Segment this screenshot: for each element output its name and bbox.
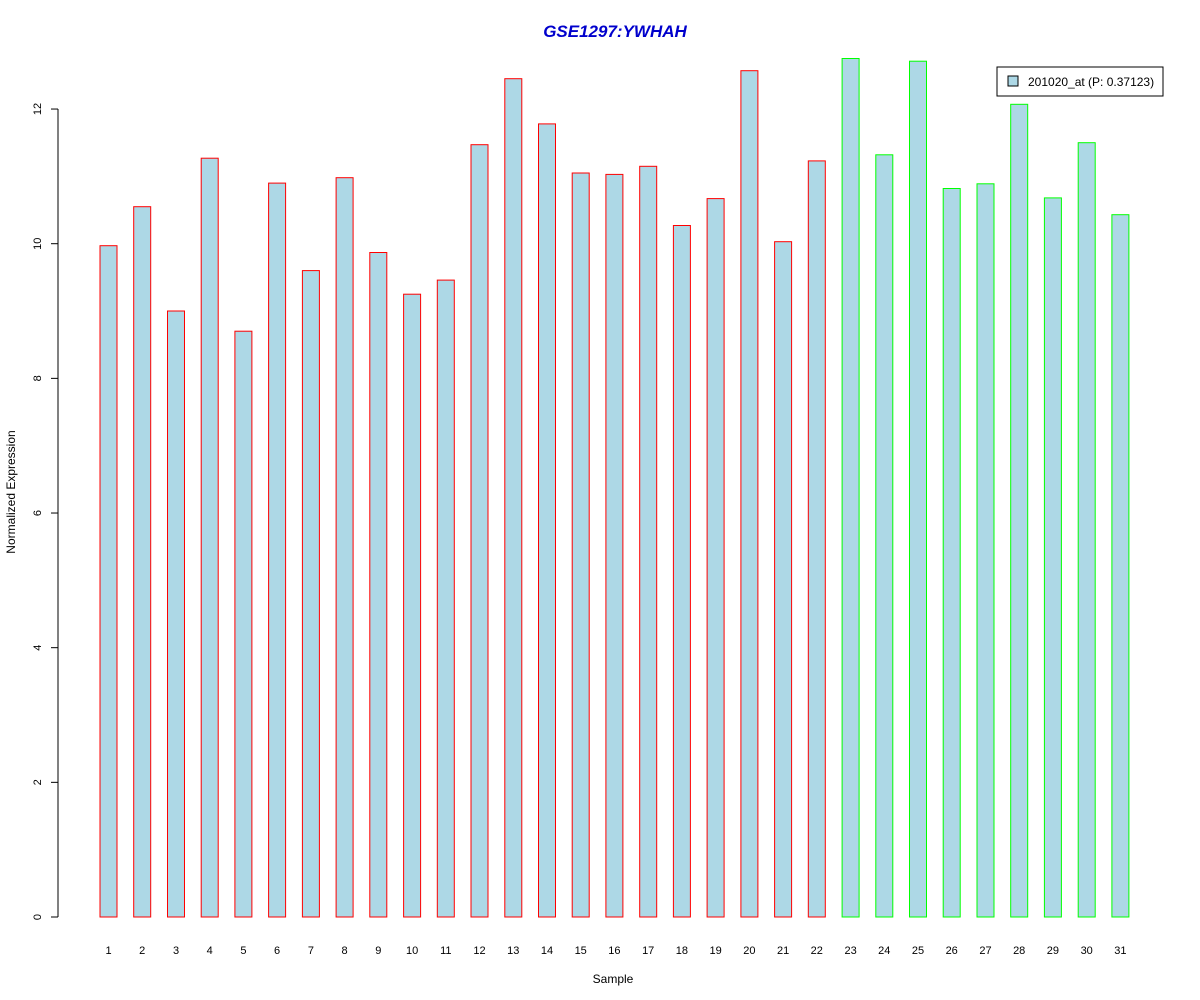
x-tick-label: 16 <box>608 945 620 957</box>
y-tick-label: 12 <box>32 103 44 115</box>
bar-sample-9 <box>369 252 388 918</box>
x-tick-label: 13 <box>507 945 519 957</box>
x-tick-label: 23 <box>844 945 856 957</box>
bar-sample-17 <box>639 165 658 918</box>
bar-sample-7 <box>301 270 320 918</box>
x-axis-ticks: 1 2 3 4 5 6 7 8 9 10 11 12 13 14 15 16 17 18 19 20 21 22 23 24 2… <box>105 945 1126 957</box>
x-tick-label: 22 <box>811 945 823 957</box>
x-tick-label: 11 <box>440 945 451 957</box>
x-tick-label: 18 <box>676 945 688 957</box>
x-tick-label: 30 <box>1081 945 1093 957</box>
x-tick-label: 15 <box>575 945 587 957</box>
bar-sample-29 <box>1043 197 1062 918</box>
bar-sample-22 <box>807 160 826 918</box>
x-tick-label: 29 <box>1047 945 1059 957</box>
bar-sample-16 <box>605 173 624 918</box>
bar-sample-10 <box>403 293 422 918</box>
x-axis-label: Sample <box>593 972 634 986</box>
bar-sample-15 <box>571 172 590 918</box>
y-tick-label: 4 <box>32 645 44 651</box>
bar-sample-6 <box>268 182 287 918</box>
x-tick-label: 7 <box>308 945 314 957</box>
bar-sample-26 <box>942 188 961 918</box>
x-tick-label: 5 <box>240 945 246 957</box>
x-tick-label: 4 <box>207 945 213 957</box>
bar-sample-31 <box>1111 214 1130 918</box>
x-tick-label: 28 <box>1013 945 1025 957</box>
bar-sample-12 <box>470 144 489 918</box>
legend-swatch <box>1007 75 1019 87</box>
y-tick-label: 10 <box>32 238 44 250</box>
bar-sample-11 <box>436 279 455 918</box>
x-tick-label: 1 <box>105 945 111 957</box>
x-tick-label: 9 <box>375 945 381 957</box>
y-tick-label: 6 <box>32 510 44 516</box>
bar-sample-28 <box>1010 103 1029 918</box>
x-tick-label: 3 <box>173 945 179 957</box>
x-tick-label: 17 <box>642 945 654 957</box>
y-tick-label: 8 <box>32 375 44 381</box>
x-tick-label: 14 <box>541 945 553 957</box>
bar-sample-5 <box>234 330 253 918</box>
bar-sample-21 <box>774 241 793 918</box>
bar-sample-2 <box>133 206 152 918</box>
bar-sample-8 <box>335 177 354 918</box>
bar-sample-19 <box>706 198 725 918</box>
legend-entry: 201020_at (P: 0.37123) <box>1028 75 1154 89</box>
x-tick-label: 12 <box>473 945 485 957</box>
x-tick-label: 10 <box>406 945 418 957</box>
bar-sample-24 <box>875 154 894 918</box>
x-tick-label: 20 <box>743 945 755 957</box>
bar-sample-20 <box>740 70 759 918</box>
bar-sample-18 <box>672 225 691 918</box>
bar-sample-4 <box>200 157 219 918</box>
x-tick-label: 6 <box>274 945 280 957</box>
x-tick-label: 8 <box>342 945 348 957</box>
bars <box>99 58 1130 918</box>
chart-title: GSE1297:YWHAH <box>543 22 687 41</box>
bar-sample-25 <box>909 60 927 918</box>
x-tick-label: 2 <box>139 945 145 957</box>
bar-sample-3 <box>167 310 185 918</box>
y-axis-label: Normalized Expression <box>4 430 18 553</box>
y-tick-label: 0 <box>32 914 44 920</box>
x-tick-label: 25 <box>912 945 924 957</box>
x-tick-label: 31 <box>1114 945 1126 957</box>
x-tick-label: 24 <box>878 945 890 957</box>
bar-sample-1 <box>99 245 118 918</box>
bar-sample-23 <box>841 58 860 918</box>
y-tick-label: 2 <box>32 779 44 785</box>
x-tick-label: 27 <box>979 945 991 957</box>
y-axis: 0 2 4 6 8 10 12 <box>32 103 59 920</box>
bar-sample-13 <box>504 78 523 918</box>
bar-sample-30 <box>1077 142 1096 918</box>
bar-sample-27 <box>976 183 995 918</box>
legend: 201020_at (P: 0.37123) <box>996 66 1164 97</box>
x-tick-label: 21 <box>777 945 789 957</box>
x-tick-label: 19 <box>709 945 721 957</box>
bar-sample-14 <box>538 123 556 918</box>
x-tick-label: 26 <box>946 945 958 957</box>
legend-box <box>996 66 1164 97</box>
